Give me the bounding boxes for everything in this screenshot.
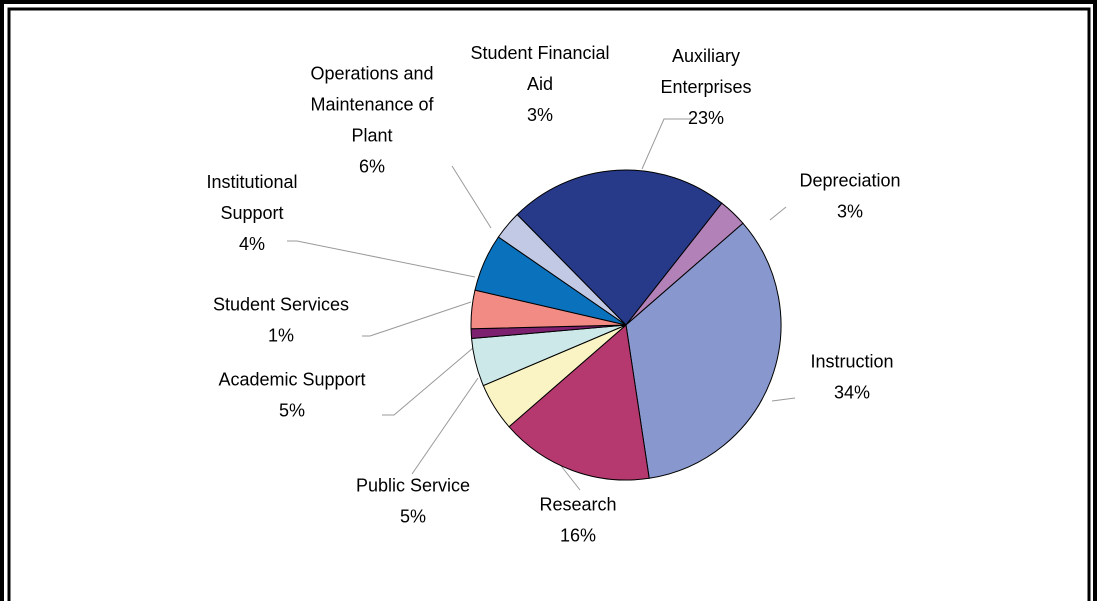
- slice-label: Institutional Support 4%: [206, 172, 297, 254]
- leader-lines: [287, 118, 796, 491]
- slice-percent-label: 3%: [837, 202, 863, 222]
- leader-line: [771, 397, 796, 402]
- slice-label: Auxiliary Enterprises 23%: [660, 46, 751, 128]
- slice-name-label: Enterprises: [660, 77, 751, 97]
- slice-name-label: Auxiliary: [672, 46, 740, 66]
- slice-name-label: Aid: [527, 74, 553, 94]
- slice-percent-label: 4%: [239, 234, 265, 254]
- slice-label: Public Service 5%: [356, 476, 470, 527]
- pie-slice-auxiliary-enterprises: [516, 169, 723, 326]
- chart-border-inner: [7, 7, 1091, 601]
- leader-line: [382, 347, 474, 416]
- slice-name-label: Public Service: [356, 476, 470, 496]
- leader-line: [769, 206, 787, 221]
- leader-line: [641, 118, 692, 170]
- slice-name-label: Instruction: [810, 352, 893, 372]
- slice-name-label: Institutional: [206, 172, 297, 192]
- slice-name-label: Depreciation: [799, 171, 900, 191]
- slice-name-label: Plant: [351, 126, 392, 146]
- slice-percent-label: 1%: [268, 326, 294, 346]
- slice-percent-label: 34%: [834, 383, 870, 403]
- leader-line: [451, 165, 492, 229]
- slice-name-label: Support: [220, 203, 283, 223]
- leader-line: [287, 240, 476, 278]
- pie-slice-research: [508, 324, 650, 481]
- slice-percent-label: 5%: [400, 507, 426, 527]
- slice-name-label: Student Services: [213, 295, 349, 315]
- slice-label: Academic Support 5%: [218, 370, 365, 421]
- leader-line: [362, 301, 472, 337]
- slice-name-label: Maintenance of: [310, 95, 434, 115]
- slice-percent-label: 23%: [688, 108, 724, 128]
- slice-label: Depreciation 3%: [799, 171, 900, 222]
- slice-name-label: Operations and: [310, 64, 433, 84]
- slice-percent-label: 6%: [359, 157, 385, 177]
- slice-percent-label: 5%: [279, 401, 305, 421]
- slice-label: Operations and Maintenance of Plant 6%: [310, 64, 434, 177]
- slice-label: Student Financial Aid 3%: [470, 43, 609, 125]
- slice-percent-label: 16%: [560, 526, 596, 546]
- pie-slice-instruction: [625, 222, 782, 479]
- slice-name-label: Research: [539, 495, 616, 515]
- slice-name-label: Academic Support: [218, 370, 365, 390]
- slice-label: Instruction 34%: [810, 352, 893, 403]
- pie-slice-student-financial-aid: [497, 213, 627, 326]
- slice-name-label: Student Financial: [470, 43, 609, 63]
- slice-label: Student Services 1%: [213, 295, 349, 346]
- slice-label: Research 16%: [539, 495, 616, 546]
- pie-slices: [470, 169, 782, 481]
- leader-line: [411, 377, 479, 475]
- slice-percent-label: 3%: [527, 105, 553, 125]
- slice-labels: Auxiliary Enterprises 23% Depreciation 3% Ins…: [206, 43, 900, 546]
